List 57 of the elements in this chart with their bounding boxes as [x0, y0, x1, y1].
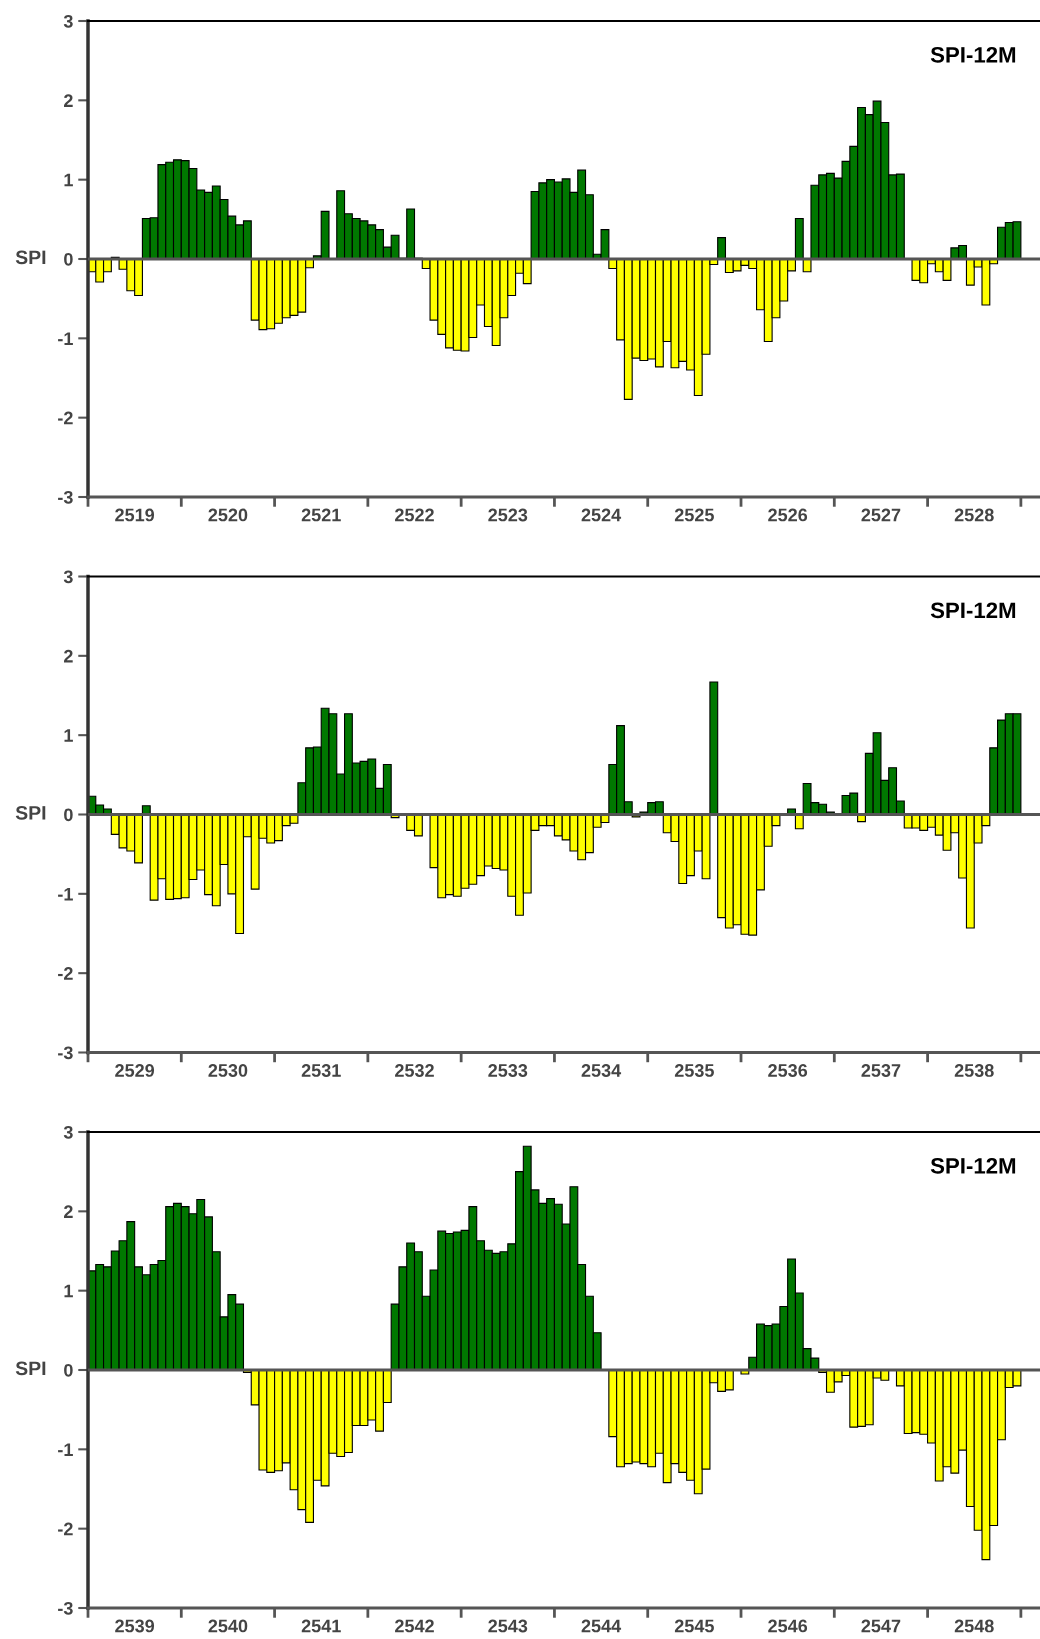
x-tick-label: 2526 — [768, 508, 808, 522]
x-tick-label: 2542 — [395, 1619, 434, 1633]
y-tick-label: 1 — [64, 729, 73, 742]
x-tick-label: 2543 — [488, 1619, 528, 1633]
x-tick-label: 2534 — [581, 1064, 622, 1077]
y-tick-label: 0 — [64, 808, 73, 822]
y-tick-label: -2 — [58, 1522, 73, 1536]
y-tick-label: 3 — [63, 1125, 73, 1139]
y-tick-label: -3 — [58, 1601, 73, 1615]
y-tick-label: 0 — [64, 252, 73, 266]
x-tick-label: 2548 — [954, 1619, 994, 1633]
x-tick-label: 2525 — [674, 508, 714, 522]
y-axis-title: SPI — [15, 250, 46, 265]
text: SPI-12M — [930, 1157, 1016, 1174]
x-tick-label: 2540 — [208, 1619, 248, 1633]
y-tick-label: -3 — [58, 1046, 73, 1060]
x-tick-label: 2531 — [301, 1064, 341, 1077]
y-tick-label: 1 — [64, 1284, 73, 1298]
x-tick-label: 2535 — [674, 1064, 714, 1077]
x-tick-label: 2546 — [768, 1619, 808, 1633]
x-tick-label: 2529 — [115, 1064, 155, 1077]
y-tick-label: 2 — [64, 649, 73, 663]
x-tick-label: 2545 — [674, 1619, 714, 1633]
y-tick-label: 3 — [63, 14, 73, 28]
y-tick-label: -1 — [58, 1443, 73, 1456]
x-tick-label: 2524 — [581, 508, 622, 522]
y-tick-label: 2 — [64, 94, 73, 107]
y-tick-label: -3 — [58, 490, 73, 504]
x-tick-label: 2544 — [581, 1619, 622, 1633]
y-tick-label: 1 — [64, 173, 73, 187]
x-tick-label: 2536 — [768, 1064, 808, 1077]
text: SPI-12M — [930, 46, 1016, 63]
x-tick-label: 2547 — [861, 1619, 901, 1633]
x-tick-label: 2538 — [954, 1064, 994, 1077]
y-tick-label: -2 — [58, 411, 73, 425]
x-tick-label: 2520 — [208, 508, 248, 522]
y-tick-label: 3 — [63, 570, 73, 584]
x-tick-label: 2521 — [301, 508, 341, 522]
y-axis-title: SPI — [15, 805, 46, 820]
x-tick-label: 2519 — [115, 508, 155, 522]
x-tick-label: 2528 — [954, 508, 994, 522]
x-tick-label: 2537 — [861, 1064, 901, 1077]
y-tick-label: -2 — [58, 967, 73, 980]
y-tick-label: -1 — [58, 887, 73, 901]
x-tick-label: 2533 — [488, 1064, 528, 1077]
text: SPI-12M — [930, 602, 1016, 619]
y-tick-label: 0 — [64, 1363, 73, 1377]
x-tick-label: 2527 — [861, 508, 901, 522]
x-tick-label: 2541 — [301, 1619, 341, 1633]
y-axis-title: SPI — [15, 1361, 46, 1376]
x-tick-label: 2523 — [488, 508, 528, 522]
x-tick-label: 2522 — [395, 508, 434, 522]
y-tick-label: -1 — [58, 332, 73, 345]
x-tick-label: 2532 — [395, 1064, 434, 1077]
x-tick-label: 2539 — [115, 1619, 155, 1633]
x-tick-label: 2530 — [208, 1064, 248, 1077]
y-tick-label: 2 — [64, 1205, 73, 1218]
